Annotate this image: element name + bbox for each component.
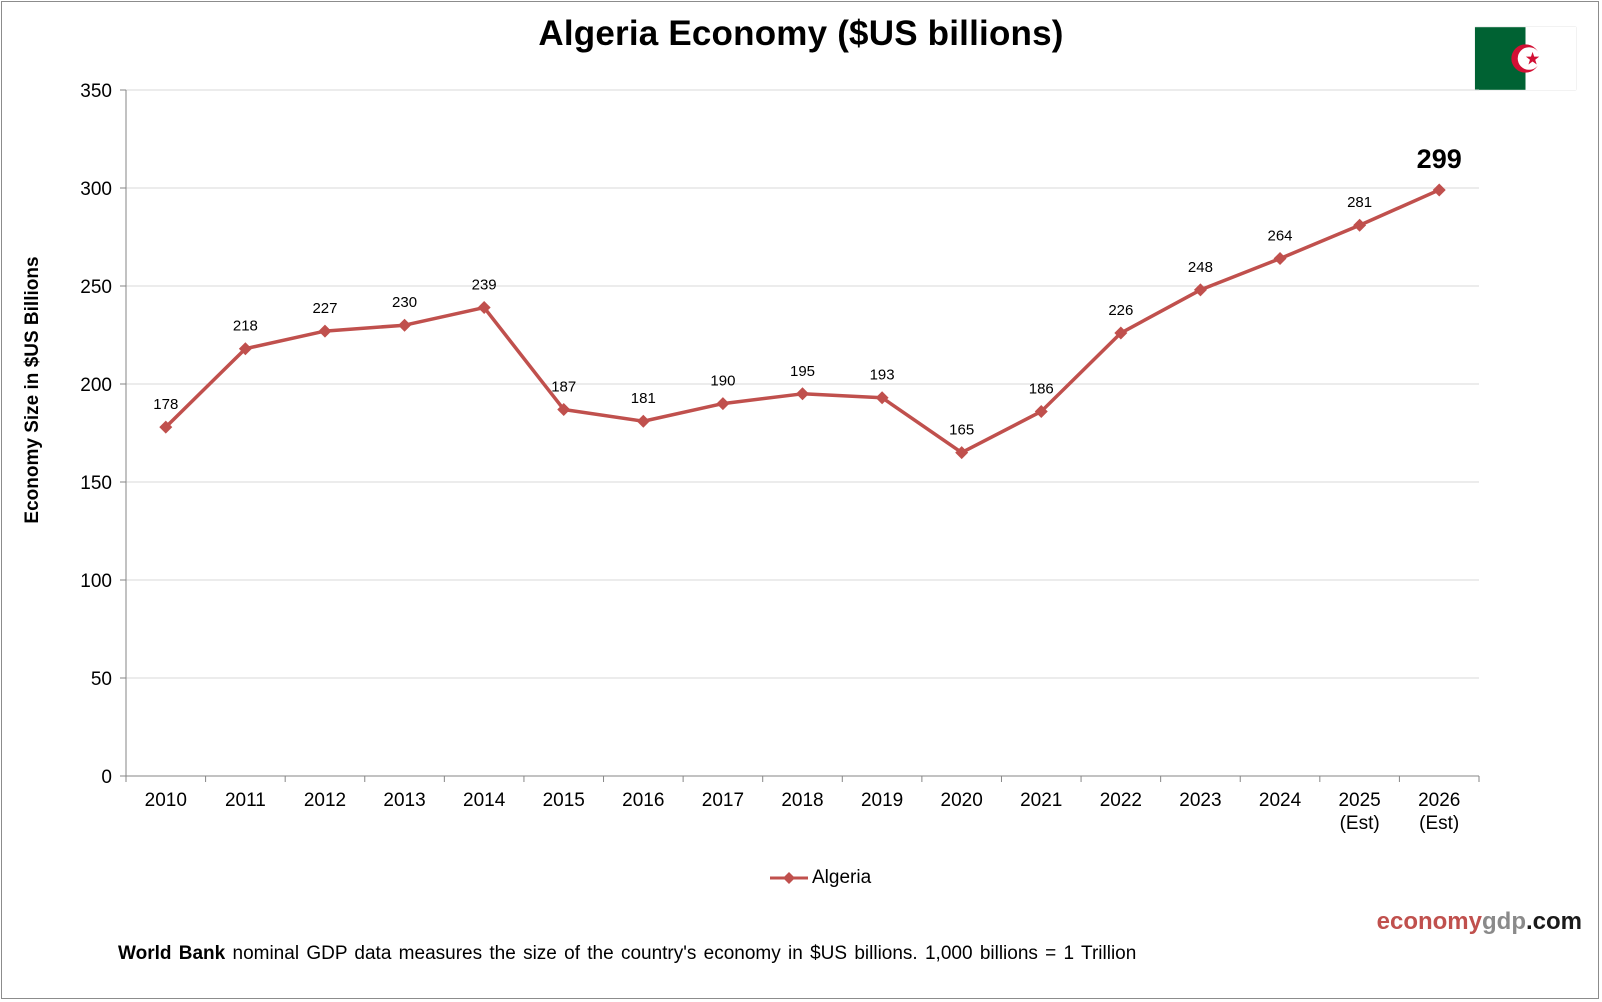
series-line-algeria [164, 188, 1440, 455]
data-point [318, 324, 332, 338]
x-tick-label: 2015 [543, 790, 585, 811]
x-tick-label: 2024 [1259, 790, 1302, 811]
data-label: 248 [1188, 259, 1213, 276]
data-label: 226 [1108, 302, 1133, 319]
data-point [955, 446, 969, 460]
data-label: 181 [631, 390, 656, 407]
algeria-flag-icon [1475, 27, 1576, 90]
y-tick-label: 0 [101, 767, 112, 788]
data-point [1034, 404, 1048, 418]
brand-part-com: .com [1525, 908, 1582, 935]
legend-marker-icon [770, 872, 808, 884]
x-tick-label: 2018 [781, 790, 823, 811]
x-tick-label: 2020 [941, 790, 983, 811]
y-tick-label: 50 [91, 669, 112, 690]
legend-label: Algeria [812, 867, 872, 888]
x-tick-label: 2019 [861, 790, 903, 811]
y-tick-label: 300 [80, 179, 112, 200]
x-tick-label: 2012 [304, 790, 346, 811]
data-label: 165 [949, 422, 974, 439]
data-point [1432, 183, 1446, 197]
data-label: 218 [233, 318, 258, 335]
data-point [477, 301, 491, 315]
footnote-source: World Bank [118, 943, 226, 964]
data-label: 187 [551, 378, 576, 395]
x-tick-label: 2026 [1418, 790, 1460, 811]
y-tick-label: 200 [80, 375, 112, 396]
x-tick-label: 2014 [463, 790, 506, 811]
data-label: 227 [312, 300, 337, 317]
footnote: World Bank nominal GDP data measures the… [118, 943, 1136, 965]
footnote-text: nominal GDP data measures the size of th… [225, 943, 1137, 964]
data-point [159, 420, 173, 434]
data-point [636, 414, 650, 428]
x-tick-label: 2025 [1338, 790, 1380, 811]
x-tick-label: 2016 [622, 790, 664, 811]
x-tick-label: 2017 [702, 790, 744, 811]
y-tick-label: 350 [80, 81, 112, 102]
data-point [557, 402, 571, 416]
x-tick-label: 2021 [1020, 790, 1062, 811]
x-tick-label: 2022 [1100, 790, 1142, 811]
data-label: 264 [1268, 228, 1293, 245]
data-point [1353, 218, 1367, 232]
data-point [398, 318, 412, 332]
data-label: 178 [153, 396, 178, 413]
brand-link[interactable]: economygdp.com [1377, 908, 1582, 936]
brand-part-gdp: gdp [1482, 908, 1526, 935]
y-tick-label: 250 [80, 277, 112, 298]
x-tick-label: (Est) [1340, 813, 1380, 834]
chart-title: Algeria Economy ($US billions) [538, 14, 1064, 53]
data-label: 195 [790, 363, 815, 380]
data-label: 186 [1029, 380, 1054, 397]
data-point [875, 391, 889, 405]
data-label: 190 [710, 373, 735, 390]
data-point [1193, 283, 1207, 297]
data-label: 230 [392, 294, 417, 311]
x-tick-label: 2023 [1179, 790, 1221, 811]
y-tick-label: 150 [80, 473, 112, 494]
data-point [796, 387, 809, 401]
data-point [1273, 252, 1287, 266]
data-label-highlight: 299 [1417, 144, 1462, 174]
x-tick-label: (Est) [1419, 813, 1459, 834]
data-point [238, 342, 252, 356]
data-label: 281 [1347, 194, 1372, 211]
legend: Algeria [768, 866, 871, 890]
brand-part-economy: economy [1376, 908, 1482, 935]
data-point [1114, 326, 1128, 340]
y-tick-label: 100 [80, 571, 112, 592]
x-tick-label: 2013 [383, 790, 425, 811]
data-label: 193 [870, 367, 895, 384]
x-tick-label: 2010 [145, 790, 187, 811]
data-point [716, 397, 730, 411]
data-label: 239 [472, 277, 497, 294]
x-tick-label: 2011 [225, 790, 266, 811]
